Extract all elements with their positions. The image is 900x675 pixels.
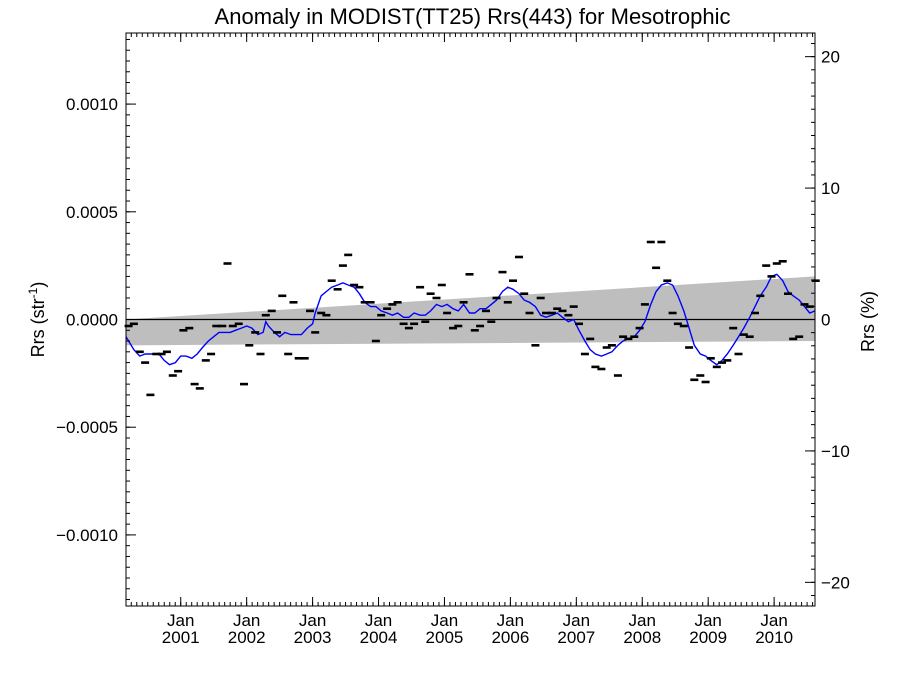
- y-axis-left-title-prefix: Rrs (str: [28, 298, 48, 357]
- x-tick-label-year: 2008: [623, 628, 661, 647]
- y-left-tick-label: 0.0005: [66, 203, 118, 222]
- uncertainty-band: [126, 276, 815, 346]
- y-right-tick-label: 20: [821, 48, 840, 67]
- y-right-tick-label: 10: [821, 179, 840, 198]
- x-tick-label-month: Jan: [167, 611, 194, 630]
- y-right-tick-label: 0: [821, 311, 830, 330]
- x-tick-label-year: 2010: [755, 628, 793, 647]
- x-tick-label-year: 2004: [360, 628, 398, 647]
- chart-title: Anomaly in MODIST(TT25) Rrs(443) for Mes…: [215, 4, 731, 29]
- y-axis-left-title-suffix: ): [28, 282, 48, 288]
- y-right-tick-label: −20: [821, 573, 850, 592]
- x-tick-label-year: 2007: [557, 628, 595, 647]
- x-tick-label-year: 2002: [228, 628, 266, 647]
- x-tick-label-month: Jan: [760, 611, 787, 630]
- x-tick-label-month: Jan: [299, 611, 326, 630]
- x-tick-label-year: 2003: [294, 628, 332, 647]
- x-tick-label-year: 2001: [162, 628, 200, 647]
- x-tick-label-month: Jan: [365, 611, 392, 630]
- y-left-tick-label: 0.0010: [66, 95, 118, 114]
- y-axis-left-title: Rrs (str-1): [26, 282, 48, 358]
- y-right-tick-label: −10: [821, 442, 850, 461]
- x-tick-label-month: Jan: [563, 611, 590, 630]
- smoothed-anomaly-line: [125, 273, 816, 366]
- x-tick-label-month: Jan: [629, 611, 656, 630]
- x-tick-label-month: Jan: [233, 611, 260, 630]
- y-left-tick-label: −0.0010: [56, 526, 118, 545]
- y-axis-left-title-sup: -1: [26, 287, 40, 298]
- x-tick-label-year: 2009: [689, 628, 727, 647]
- y-left-tick-label: −0.0005: [56, 418, 118, 437]
- y-axis-right-title: Rrs (%): [858, 291, 878, 352]
- x-tick-label-year: 2006: [491, 628, 529, 647]
- x-tick-label-month: Jan: [497, 611, 524, 630]
- y-left-tick-label: 0.0000: [66, 311, 118, 330]
- x-tick-label-month: Jan: [694, 611, 721, 630]
- x-tick-label-month: Jan: [431, 611, 458, 630]
- x-tick-label-year: 2005: [426, 628, 464, 647]
